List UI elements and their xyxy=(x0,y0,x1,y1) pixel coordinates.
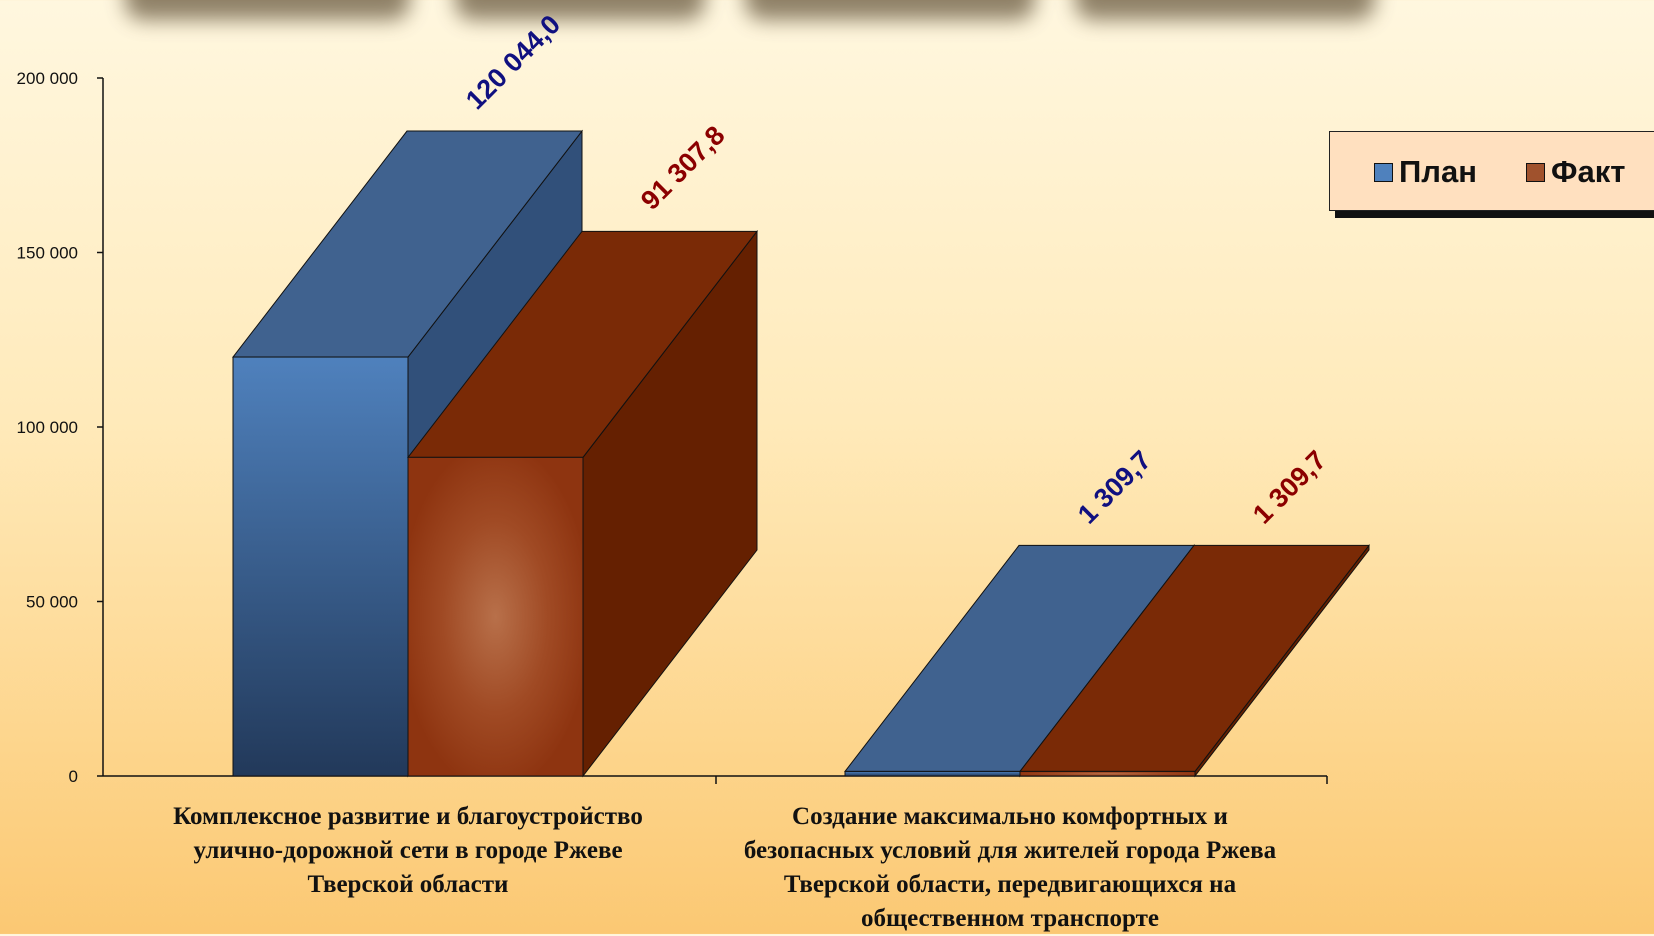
y-tick-label: 100 000 xyxy=(17,418,78,437)
y-tick-label: 200 000 xyxy=(17,69,78,88)
legend: План Факт xyxy=(1329,131,1654,211)
legend-label-fact: Факт xyxy=(1551,154,1626,189)
decor-shadow xyxy=(455,0,705,20)
y-tick-label: 50 000 xyxy=(26,593,78,612)
decor-shadow xyxy=(1075,0,1375,20)
legend-swatch-plan xyxy=(1374,162,1393,182)
legend-swatch-fact xyxy=(1526,162,1545,182)
value-label-plan-1: 120 044,0 xyxy=(460,9,566,115)
y-tick-label: 150 000 xyxy=(17,244,78,263)
value-label-fact-2: 1 309,7 xyxy=(1247,445,1332,530)
legend-item-plan: План xyxy=(1374,154,1477,190)
bar-fact-1-front xyxy=(407,456,584,777)
bar-fact-2-front xyxy=(1019,770,1196,777)
value-label-plan-2: 1 309,7 xyxy=(1072,445,1157,530)
category-label-1: Комплексное развитие и благоустройство у… xyxy=(173,803,643,898)
bar-plan-1-front xyxy=(232,356,409,777)
y-tick-label: 0 xyxy=(69,767,78,786)
decor-shadow xyxy=(125,0,410,20)
legend-item-fact: Факт xyxy=(1526,154,1625,190)
decor-shadow xyxy=(745,0,1035,20)
value-label-fact-1: 91 307,8 xyxy=(635,120,731,216)
bar-plan-2-front xyxy=(844,770,1021,777)
category-label-2: Создание максимально комфортных и безопа… xyxy=(743,803,1277,932)
legend-label-plan: План xyxy=(1399,154,1477,189)
